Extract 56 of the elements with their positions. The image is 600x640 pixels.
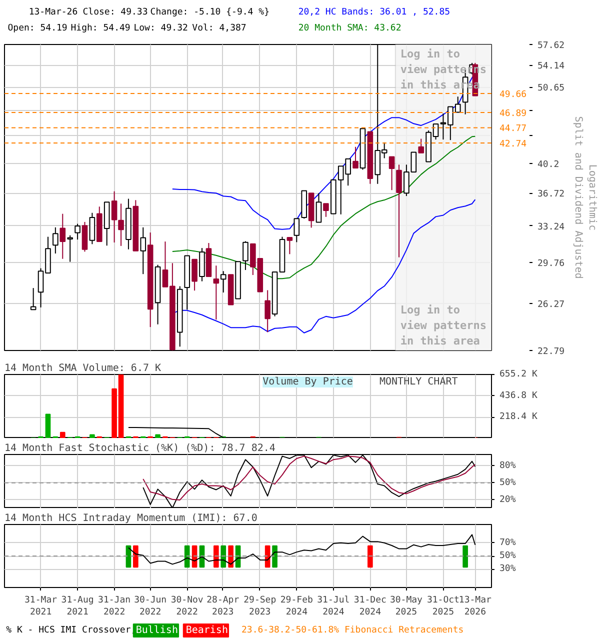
- x-tick-label: 13-Mar 2026: [458, 596, 492, 618]
- chart-title: 14 Month SMA Volume: 6.7 K: [4, 363, 162, 374]
- x-tick-label: 31-Jan 2022: [98, 596, 131, 618]
- x-tick-label: 31-Mar 2021: [24, 596, 58, 618]
- text: Open: 54.19: [8, 24, 68, 34]
- text: Close: 49.33: [82, 8, 148, 18]
- text: Log in to view patterns in this area: [400, 303, 486, 348]
- y-tick-label: 218.4 K: [500, 412, 538, 422]
- y-tick-label: 50.65: [538, 84, 565, 94]
- x-tick-label: 31-Jul 2024: [317, 596, 350, 618]
- y-tick-label: 33.24: [538, 222, 565, 232]
- legend-title: % K - HCS IMI Crossover,: [6, 626, 136, 636]
- y-tick-label: 70%: [500, 538, 516, 548]
- text: Bearish: [186, 625, 228, 636]
- text: Low: 49.32: [134, 24, 188, 34]
- y-tick-label: 30%: [500, 564, 516, 574]
- y-tick-label: 57.62: [538, 41, 565, 51]
- y-tick-label: 36.72: [538, 190, 565, 200]
- x-tick-label: 31-Oct 2025: [426, 596, 460, 618]
- ref-line-label: 46.89: [500, 108, 527, 119]
- y-tick-label: 22.79: [538, 347, 565, 357]
- y-tick-label: 80%: [500, 460, 516, 471]
- text: 20 Month SMA: 43.62: [298, 24, 402, 34]
- x-tick-label: 28-Apr 2023: [206, 596, 240, 618]
- y-tick-label: 655.2 K: [500, 370, 538, 380]
- x-tick-label: 30-May 2025: [390, 596, 424, 618]
- y-tick-label: 436.8 K: [500, 390, 538, 401]
- text: Bullish: [136, 625, 178, 636]
- chart-title: 14 Month Fast Stochastic (%K) (%D): 78.7 82.4: [4, 443, 276, 454]
- y-tick-label: 29.76: [538, 258, 565, 269]
- y-axis-title: Split and Dividend Adjusted: [572, 116, 584, 279]
- ref-line-label: 42.74: [500, 140, 527, 150]
- text: High: 54.49: [70, 24, 130, 34]
- x-tick-label: 29-Feb 2024: [280, 596, 313, 618]
- ref-line-label: 49.66: [500, 90, 527, 100]
- annotation: Volume By Price: [262, 376, 353, 388]
- text: 23.6-38.2-50-61.8% Fibonacci Retracements: [242, 626, 464, 636]
- y-tick-label: 50%: [500, 551, 516, 561]
- text: Logarithmic: [586, 164, 598, 231]
- chart-title: 14 Month HCS Intraday Momentum (IMI): 67.0: [4, 513, 258, 524]
- y-tick-label: 54.14: [538, 62, 565, 72]
- text: Change: -5.10 {-9.4 %}: [150, 8, 270, 18]
- y-tick-label: 50%: [500, 478, 516, 488]
- y-tick-label: 40.2: [538, 160, 560, 170]
- ref-line-label: 44.77: [500, 124, 527, 134]
- y-tick-label: 20%: [500, 494, 516, 505]
- text: 13-Mar-26: [28, 8, 78, 18]
- annotation: MONTHLY CHART: [379, 376, 458, 388]
- x-tick-label: 29-Sep 2023: [244, 596, 276, 618]
- x-tick-label: 31-Dec 2024: [354, 596, 386, 618]
- x-tick-label: 31-Aug 2021: [61, 596, 94, 618]
- text: Vol: 4,387: [192, 24, 246, 34]
- text: 20,2 HC Bands: 36.01 , 52.85: [298, 8, 450, 18]
- y-tick-label: 26.27: [538, 300, 565, 310]
- x-tick-label: 30-Nov 2022: [170, 596, 204, 618]
- x-tick-label: 30-Jun 2022: [134, 596, 167, 618]
